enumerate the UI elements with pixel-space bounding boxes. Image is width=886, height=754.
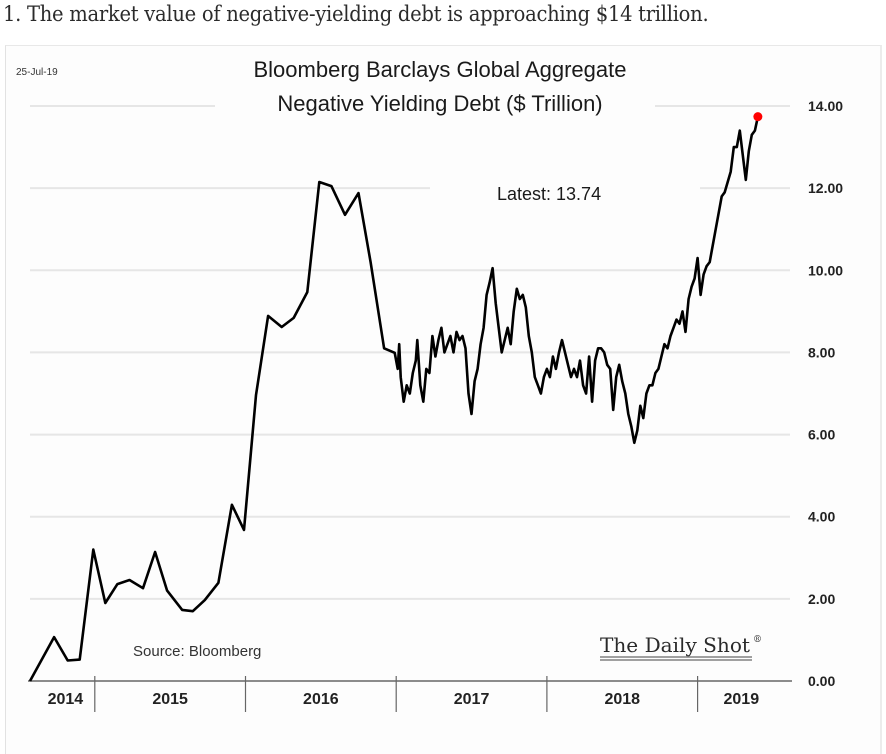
x-tick-label: 2017	[454, 691, 490, 708]
x-tick-label: 2018	[604, 691, 640, 708]
series-line	[28, 116, 760, 682]
latest-marker	[753, 112, 763, 122]
y-tick-label: 6.00	[808, 427, 835, 443]
date-stamp: 25-Jul-19	[16, 67, 58, 78]
brand-text: The Daily Shot	[600, 633, 750, 657]
y-tick-label: 10.00	[808, 262, 843, 278]
latest-annotation: Latest: 13.74	[497, 184, 601, 204]
x-tick-label: 2016	[303, 691, 339, 708]
x-axis-ticks: 2014 2015 2016 2017 2018 2019	[48, 691, 760, 708]
y-tick-label: 14.00	[808, 98, 843, 114]
y-tick-label: 12.00	[808, 180, 843, 196]
x-tick-label: 2019	[724, 691, 760, 708]
y-tick-label: 8.00	[808, 344, 835, 360]
article-headline: 1. The market value of negative-yielding…	[3, 2, 709, 26]
y-tick-label: 0.00	[808, 673, 835, 689]
x-tick-label: 2014	[48, 691, 84, 708]
y-tick-label: 2.00	[808, 591, 835, 607]
source-note: Source: Bloomberg	[133, 643, 261, 660]
x-tick-label: 2015	[152, 691, 188, 708]
brand-registered-mark: ®	[753, 635, 762, 645]
year-dividers	[94, 676, 699, 712]
gridlines	[30, 105, 790, 600]
brand-logo: The Daily Shot ®	[600, 633, 762, 661]
y-tick-label: 4.00	[808, 509, 835, 525]
y-axis-ticks: 0.00 2.00 4.00 6.00 8.00 10.00 12.00 14.00	[808, 98, 843, 689]
title-mask	[215, 92, 655, 122]
chart-frame	[5, 45, 882, 754]
chart-subtitle-top: Negative Yielding Debt ($ Trillion)	[277, 91, 602, 116]
chart-title: Bloomberg Barclays Global Aggregate	[254, 57, 627, 82]
